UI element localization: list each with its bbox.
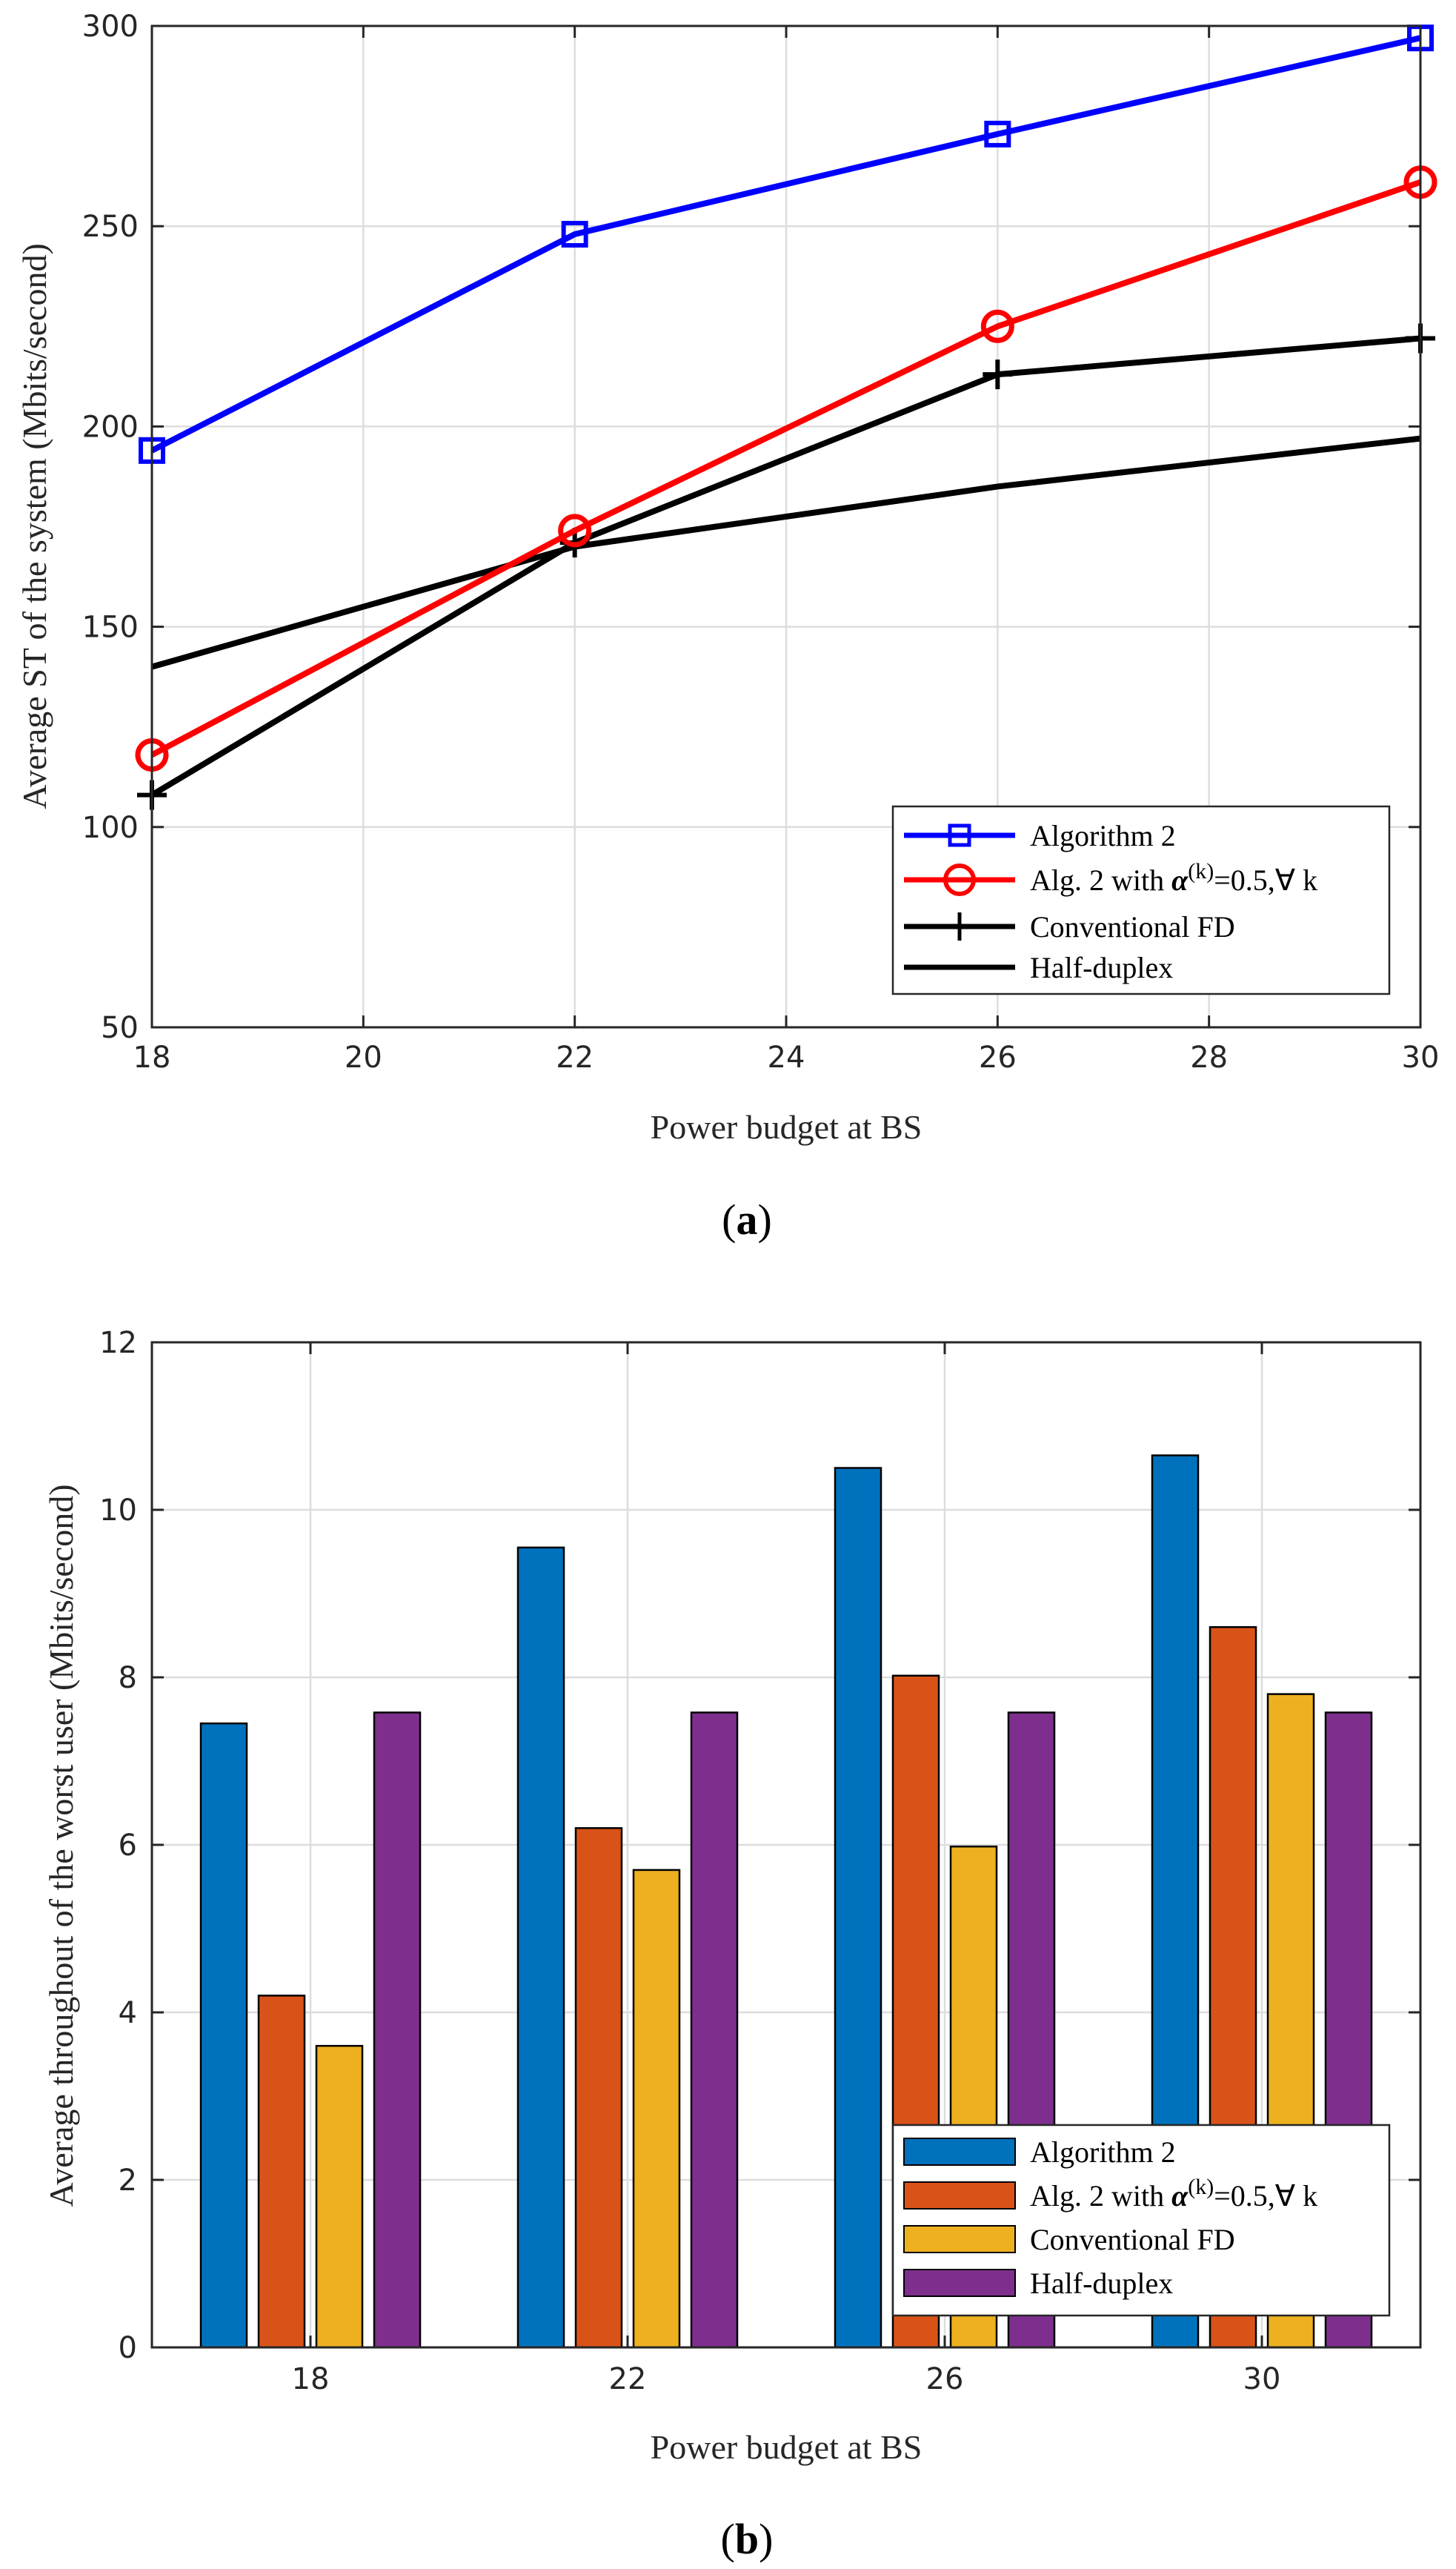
chart-a-series-line-conventional-fd bbox=[150, 335, 1421, 798]
chart-a-tick-x-26: 26 bbox=[979, 1041, 1017, 1075]
chart-a-point-alg-2-with-k-0-5-k-22 bbox=[558, 514, 592, 548]
chart-b-grid bbox=[152, 1342, 1420, 2347]
chart-b-tick-x-18: 18 bbox=[292, 2362, 330, 2396]
chart-b-bar-algorithm-2-18 bbox=[199, 1722, 248, 2349]
chart-b-tick-y-12: 12 bbox=[99, 1326, 137, 1360]
chart-b-tick-y-10: 10 bbox=[99, 1494, 137, 1528]
legend-b-label-alg2-alpha: Alg. 2 with α(k)=0.5,∀ k bbox=[1030, 2175, 1317, 2212]
chart-b-tick-x-26: 26 bbox=[926, 2362, 964, 2396]
legend-a-square-marker-icon bbox=[948, 823, 971, 847]
chart-a-series-line-half-duplex bbox=[150, 435, 1421, 670]
legend-a-alpha-symbol: α bbox=[1171, 863, 1189, 897]
chart-a-caption: (a) bbox=[722, 1196, 772, 1244]
chart-a-ylabel: Average ST of the system (Mbits/second) bbox=[16, 243, 53, 809]
chart-b-bar-half-duplex-22 bbox=[690, 1711, 739, 2349]
legend-b-swatch-blue bbox=[903, 2138, 1016, 2166]
chart-b-bar-conventional-fd-18 bbox=[315, 2044, 364, 2349]
chart-b-ylabel: Average throughout of the worst user (Mb… bbox=[42, 1484, 80, 2207]
chart-a-series bbox=[135, 24, 1437, 810]
chart-b-bar-algorithm-2-26 bbox=[834, 1467, 882, 2349]
chart-a-xlabel: Power budget at BS bbox=[651, 1108, 923, 1146]
chart-b-tick-y-2: 2 bbox=[119, 2164, 137, 2198]
chart-b-tick-y-6: 6 bbox=[119, 1829, 137, 1863]
legend-b-entry-algorithm2: Algorithm 2 bbox=[903, 2135, 1176, 2169]
legend-b-entry-alg2-alpha: Alg. 2 with α(k)=0.5,∀ k bbox=[903, 2175, 1317, 2212]
chart-a: 18 20 22 24 26 28 30 50 100 150 200 250 300 Power b… bbox=[16, 10, 1439, 1244]
legend-a-plus-marker-icon bbox=[945, 912, 974, 941]
legend-b-swatch-orange bbox=[903, 2181, 1016, 2210]
legend-a-alpha-superscript: (k) bbox=[1188, 859, 1214, 884]
chart-a-tick-x-20: 20 bbox=[345, 1041, 382, 1075]
chart-a-tick-y-50: 50 bbox=[101, 1011, 139, 1045]
legend-a-label-half-duplex: Half-duplex bbox=[1030, 951, 1173, 984]
chart-b-y-ticks: 0 2 4 6 8 10 12 bbox=[99, 1326, 1420, 2365]
legend-b-entry-conventional-fd: Conventional FD bbox=[903, 2223, 1235, 2256]
chart-a-tick-x-18: 18 bbox=[133, 1041, 171, 1075]
chart-b-tick-y-4: 4 bbox=[119, 1996, 137, 2030]
legend-a-entry-alg2-alpha: Alg. 2 with α(k)=0.5,∀ k bbox=[904, 859, 1317, 897]
chart-b-tick-y-8: 8 bbox=[119, 1661, 137, 1695]
legend-a-entry-half-duplex: Half-duplex bbox=[904, 951, 1173, 984]
chart-a-series-line-algorithm-2 bbox=[150, 35, 1421, 454]
legend-a-circle-marker-icon bbox=[943, 863, 976, 896]
legend-b-label-algorithm2: Algorithm 2 bbox=[1030, 2135, 1176, 2169]
chart-b-caption-letter: b bbox=[735, 2515, 759, 2563]
legend-b-label-conventional-fd: Conventional FD bbox=[1030, 2223, 1235, 2256]
chart-a-caption-letter: a bbox=[737, 1196, 758, 1244]
legend-a-entry-conventional-fd: Conventional FD bbox=[904, 910, 1235, 944]
chart-b-x-ticks: 18 22 26 30 bbox=[292, 1342, 1281, 2396]
chart-a-tick-x-30: 30 bbox=[1402, 1041, 1440, 1075]
chart-b-bar-alg-2-with-k-0-5-k-18 bbox=[257, 1995, 306, 2349]
chart-a-tick-y-300: 300 bbox=[82, 10, 139, 44]
chart-a-tick-y-250: 250 bbox=[82, 210, 139, 244]
legend-b-label-alg2-suffix: =0.5,∀ k bbox=[1214, 2179, 1317, 2212]
chart-a-series-line-alg-2-with-k-0-5-k bbox=[150, 179, 1422, 758]
legend-b-label-alg2-prefix: Alg. 2 with bbox=[1030, 2179, 1171, 2212]
chart-b-legend: Algorithm 2 Alg. 2 with α(k)=0.5,∀ k Con… bbox=[891, 2124, 1391, 2317]
legend-b-entry-half-duplex: Half-duplex bbox=[903, 2267, 1173, 2300]
chart-a-x-ticks: 18 20 22 24 26 28 30 bbox=[133, 26, 1440, 1075]
chart-b: 18 22 26 30 0 2 4 6 8 10 12 Power budget at BS Av… bbox=[42, 1326, 1422, 2563]
chart-b-bar-algorithm-2-22 bbox=[516, 1546, 565, 2349]
chart-a-tick-x-22: 22 bbox=[556, 1041, 594, 1075]
legend-a-entry-algorithm2: Algorithm 2 bbox=[904, 819, 1176, 852]
chart-a-point-algorithm-2-26 bbox=[984, 120, 1011, 147]
chart-b-bar-alg-2-with-k-0-5-k-22 bbox=[574, 1827, 623, 2349]
chart-a-point-conventional-fd-26 bbox=[983, 359, 1013, 390]
legend-a-label-conventional-fd: Conventional FD bbox=[1030, 910, 1235, 944]
chart-b-caption: (b) bbox=[721, 2515, 774, 2563]
chart-a-tick-y-100: 100 bbox=[82, 811, 139, 845]
chart-b-xlabel: Power budget at BS bbox=[651, 2428, 923, 2466]
legend-a-label-alg2-prefix: Alg. 2 with bbox=[1030, 863, 1171, 897]
chart-b-tick-x-22: 22 bbox=[609, 2362, 647, 2396]
chart-b-bar-half-duplex-18 bbox=[373, 1711, 422, 2349]
chart-b-tick-y-0: 0 bbox=[119, 2331, 137, 2365]
chart-a-point-algorithm-2-22 bbox=[561, 221, 588, 248]
chart-a-legend: Algorithm 2 Alg. 2 with α(k)=0.5,∀ k Con… bbox=[891, 805, 1391, 995]
legend-b-alpha-symbol: α bbox=[1171, 2179, 1189, 2212]
legend-b-label-half-duplex: Half-duplex bbox=[1030, 2267, 1173, 2300]
chart-a-point-alg-2-with-k-0-5-k-26 bbox=[980, 309, 1014, 343]
legend-a-label-algorithm2: Algorithm 2 bbox=[1030, 819, 1176, 852]
chart-b-tick-x-30: 30 bbox=[1243, 2362, 1281, 2396]
chart-a-tick-y-200: 200 bbox=[82, 410, 139, 444]
chart-a-y-ticks: 50 100 150 200 250 300 bbox=[82, 10, 1420, 1045]
legend-a-label-alg2-suffix: =0.5,∀ k bbox=[1214, 863, 1317, 897]
chart-a-tick-y-150: 150 bbox=[82, 611, 139, 645]
legend-b-alpha-superscript: (k) bbox=[1188, 2175, 1214, 2199]
chart-b-bar-conventional-fd-22 bbox=[632, 1869, 681, 2349]
chart-a-tick-x-24: 24 bbox=[768, 1041, 805, 1075]
chart-a-tick-x-28: 28 bbox=[1190, 1041, 1228, 1075]
legend-b-swatch-yellow bbox=[903, 2225, 1016, 2253]
legend-a-label-alg2-alpha: Alg. 2 with α(k)=0.5,∀ k bbox=[1030, 859, 1317, 897]
legend-b-swatch-purple bbox=[903, 2269, 1016, 2297]
